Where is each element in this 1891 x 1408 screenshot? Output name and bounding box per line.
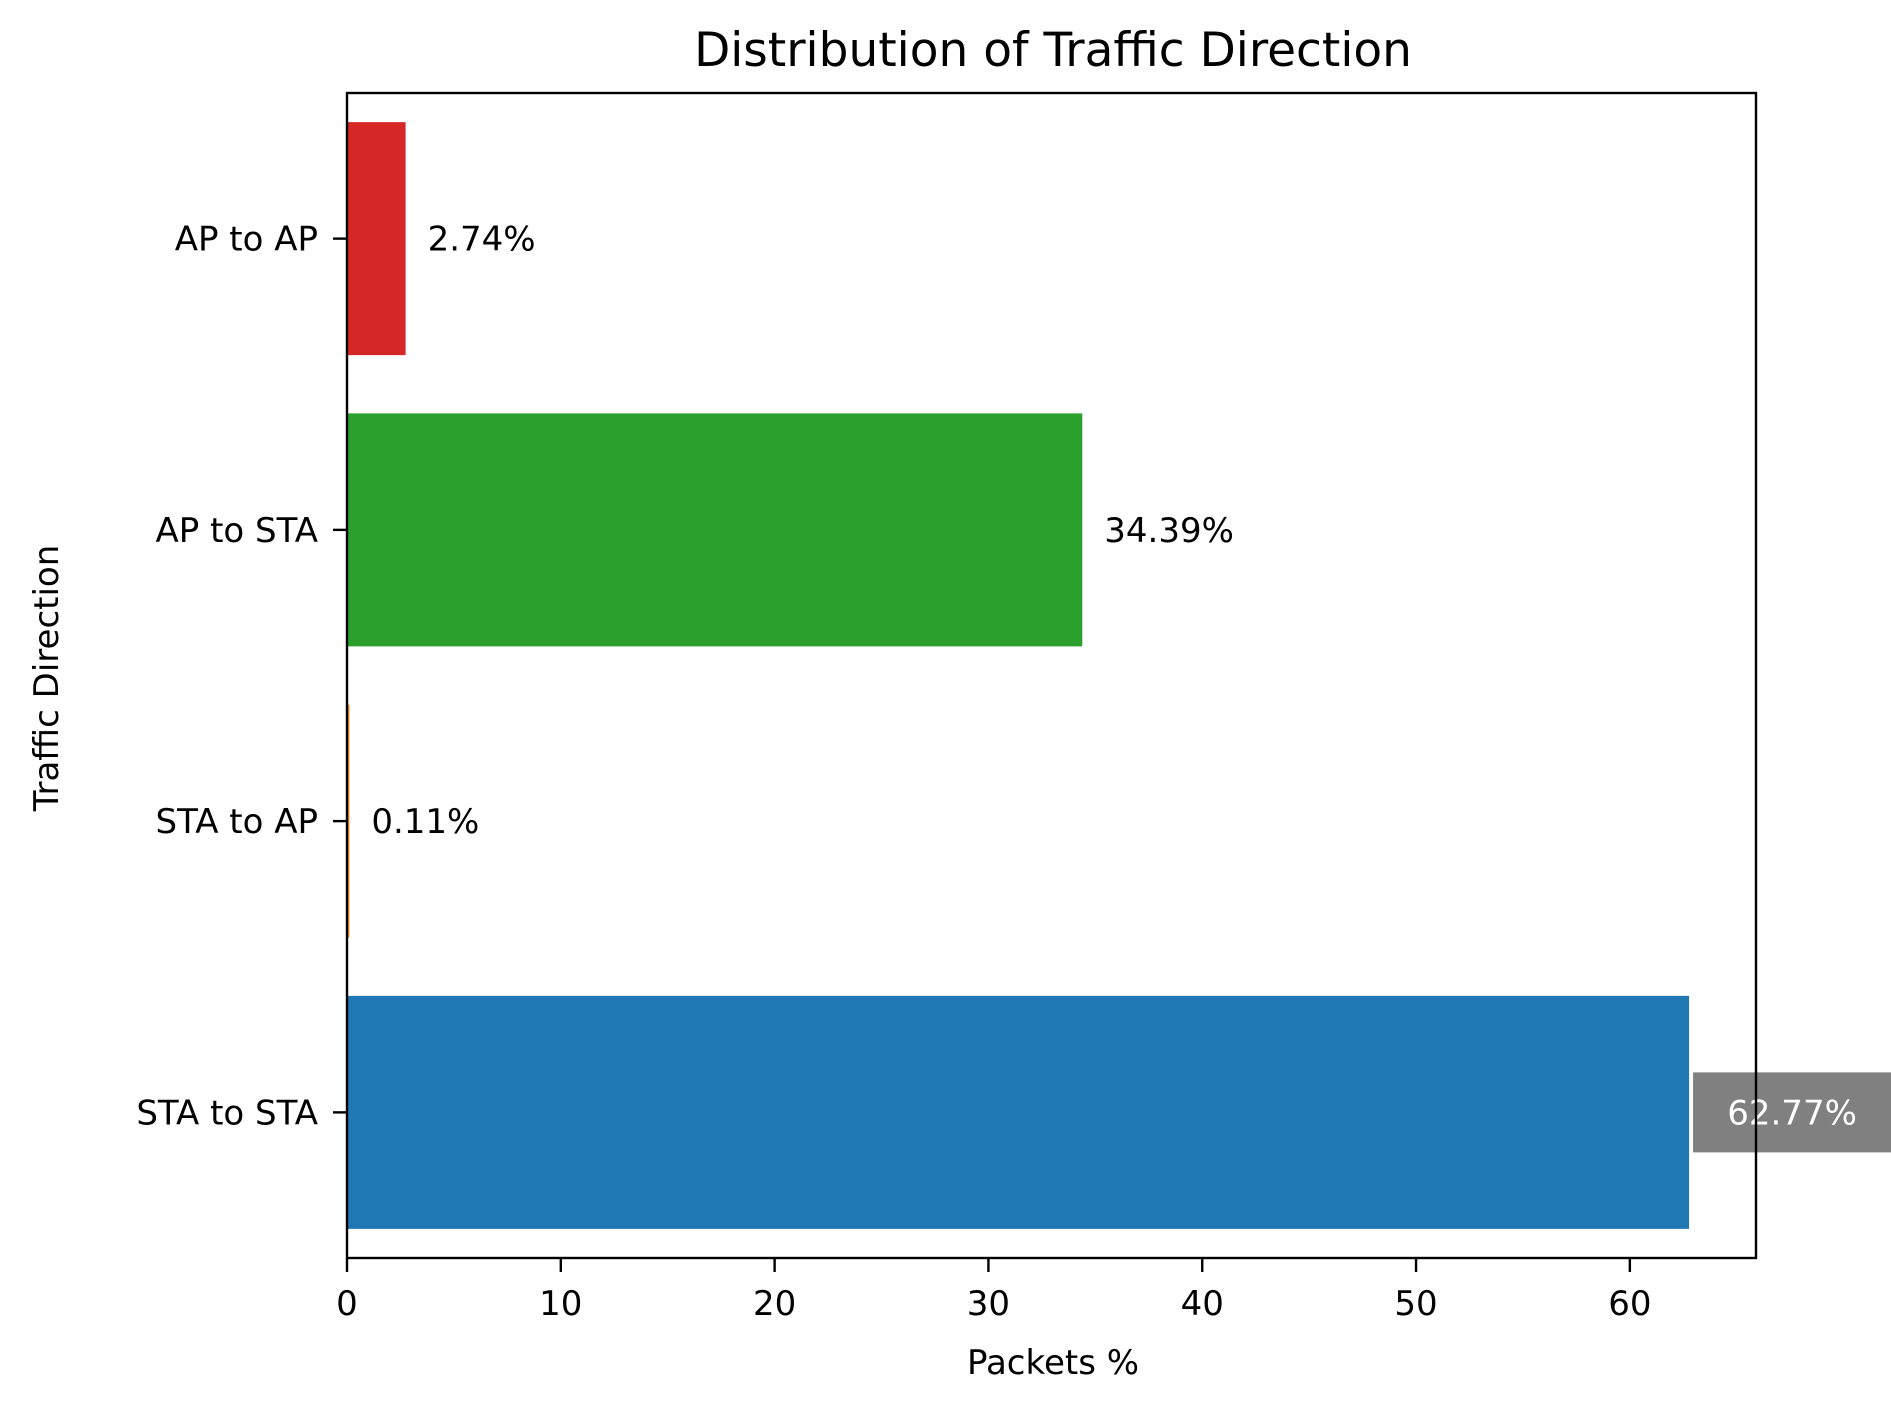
x-tick-label-30: 30 [967,1284,1010,1324]
value-label-ap-to-sta: 34.39% [1104,511,1234,551]
bar-sta-to-sta [347,995,1690,1229]
value-label-sta-to-sta: 62.77% [1727,1093,1857,1133]
y-tick-label-ap-to-sta: AP to STA [156,511,318,551]
x-tick-label-60: 60 [1608,1284,1651,1324]
value-label-sta-to-ap: 0.11% [371,802,479,842]
bars-layer [347,122,1690,1229]
x-tick-label-50: 50 [1394,1284,1437,1324]
y-tick-label-ap-to-ap: AP to AP [175,220,318,260]
y-axis-label: Traffic Direction [27,545,67,813]
value-label-ap-to-ap: 2.74% [428,220,536,260]
y-tick-label-sta-to-ap: STA to AP [156,802,318,842]
value-label-box-sta-to-sta [1693,1072,1891,1153]
x-tick-label-0: 0 [336,1284,358,1324]
bar-ap-to-sta [347,413,1083,647]
ticks-layer [333,237,1632,1272]
y-tick-label-sta-to-sta: STA to STA [136,1093,318,1133]
x-axis-label: Packets % [967,1343,1139,1383]
chart-title: Distribution of Traffic Direction [694,23,1412,78]
labels-layer: STA to STA 62.77% STA to AP 0.11% AP to STA 3… [136,220,1891,1324]
plot-frame [345,91,1758,1260]
x-tick-label-40: 40 [1181,1284,1224,1324]
x-tick-label-10: 10 [539,1284,582,1324]
x-tick-label-20: 20 [753,1284,796,1324]
bar-ap-to-ap [347,122,406,356]
